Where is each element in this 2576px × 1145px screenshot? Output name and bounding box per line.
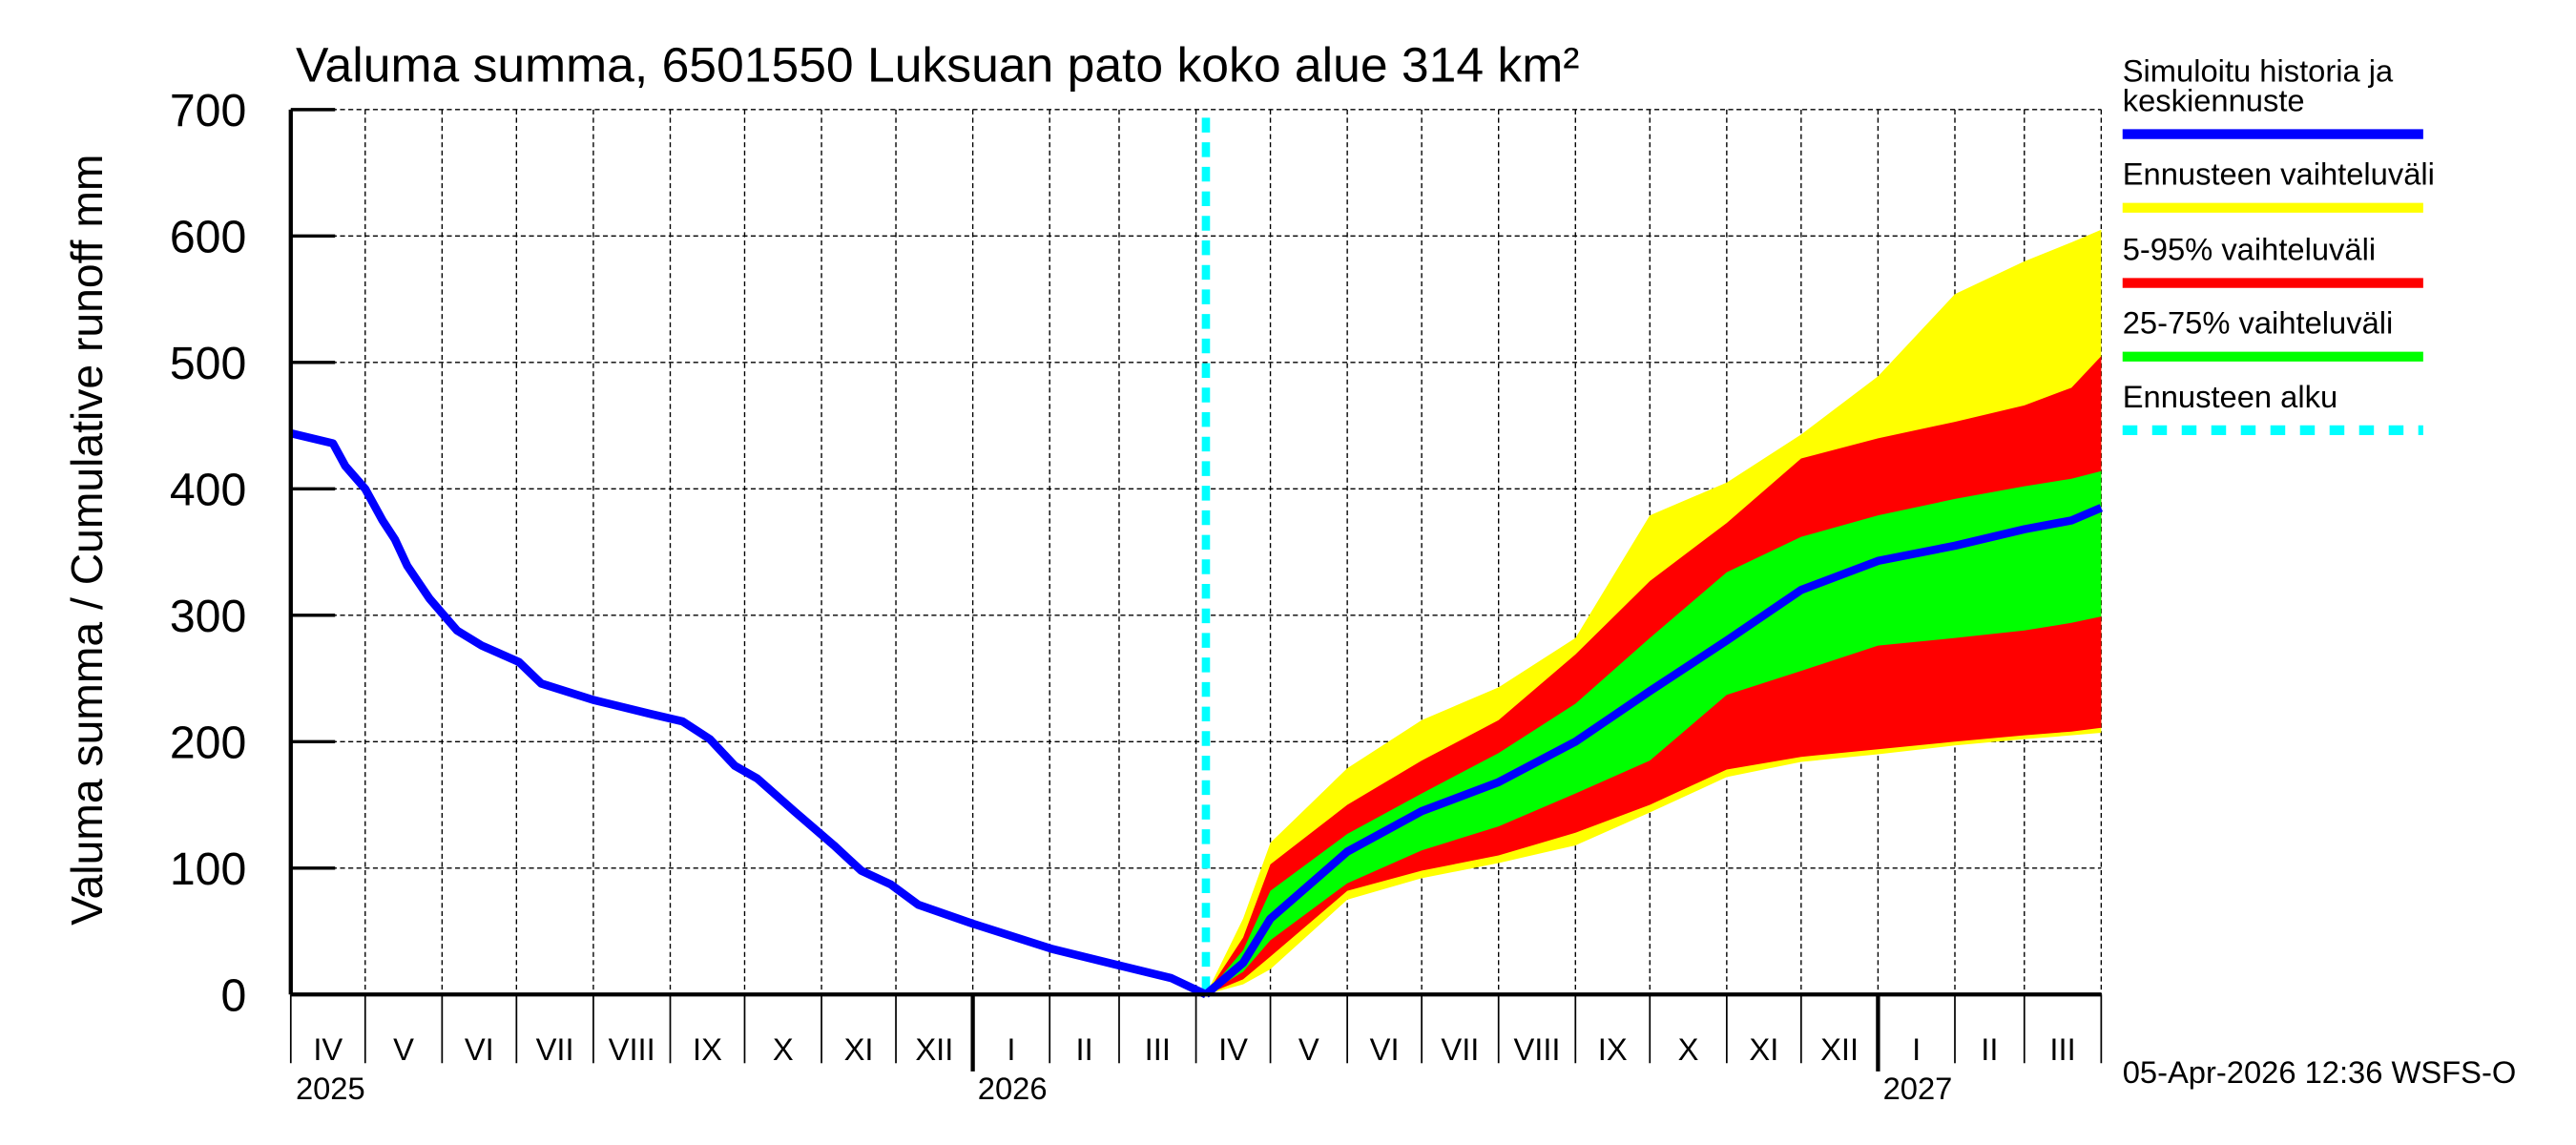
month-label: I: [1007, 1031, 1015, 1067]
month-label: I: [1912, 1031, 1921, 1067]
band-25-75: [1205, 470, 2102, 995]
timestamp: 05-Apr-2026 12:36 WSFS-O: [2123, 1054, 2517, 1090]
legend-label: Ennusteen vaihteluväli: [2123, 156, 2435, 192]
month-label: XII: [1820, 1031, 1859, 1067]
month-label: IX: [693, 1031, 722, 1067]
y-tick-label: 200: [170, 718, 246, 769]
month-label: VI: [1370, 1031, 1400, 1067]
legend-label: Ennusteen alku: [2123, 379, 2337, 414]
history-line: [289, 428, 1208, 999]
year-label: 2025: [296, 1071, 365, 1106]
legend-label: Simuloitu historia ja: [2123, 53, 2394, 89]
series-lines: [289, 117, 2104, 999]
month-label: III: [1145, 1031, 1171, 1067]
month-label: IX: [1598, 1031, 1628, 1067]
month-label: X: [1678, 1031, 1699, 1067]
y-axis-label: Valuma summa / Cumulative runoff mm: [62, 155, 112, 926]
month-label: II: [1981, 1031, 1998, 1067]
month-label: VII: [536, 1031, 574, 1067]
legend-label: 5-95% vaihteluväli: [2123, 232, 2376, 267]
month-label: XI: [1749, 1031, 1778, 1067]
month-label: V: [393, 1031, 414, 1067]
y-tick-label: 300: [170, 591, 246, 642]
y-tick-label: 600: [170, 212, 246, 263]
month-label: XI: [844, 1031, 874, 1067]
chart-title: Valuma summa, 6501550 Luksuan pato koko …: [296, 37, 1580, 93]
legend-label: keskiennuste: [2123, 83, 2305, 118]
y-tick-label: 0: [220, 970, 246, 1022]
month-label: VIII: [609, 1031, 655, 1067]
month-label: IV: [313, 1031, 343, 1067]
legend-label: 25-75% vaihteluväli: [2123, 305, 2394, 341]
month-label: II: [1076, 1031, 1093, 1067]
y-tick-label: 700: [170, 85, 246, 136]
year-label: 2026: [978, 1071, 1048, 1106]
median-forecast-line: [1203, 504, 2104, 998]
month-label: VIII: [1513, 1031, 1560, 1067]
month-label: IV: [1218, 1031, 1248, 1067]
y-tick-label: 500: [170, 338, 246, 389]
month-label: XII: [915, 1031, 953, 1067]
month-label: VII: [1441, 1031, 1479, 1067]
month-label: X: [773, 1031, 794, 1067]
forecast-bands: [1205, 229, 2102, 995]
month-label: V: [1298, 1031, 1319, 1067]
y-tick-label: 100: [170, 843, 246, 895]
month-label: III: [2049, 1031, 2075, 1067]
y-tick-label: 400: [170, 465, 246, 516]
year-label: 2027: [1883, 1071, 1953, 1106]
month-label: VI: [465, 1031, 494, 1067]
